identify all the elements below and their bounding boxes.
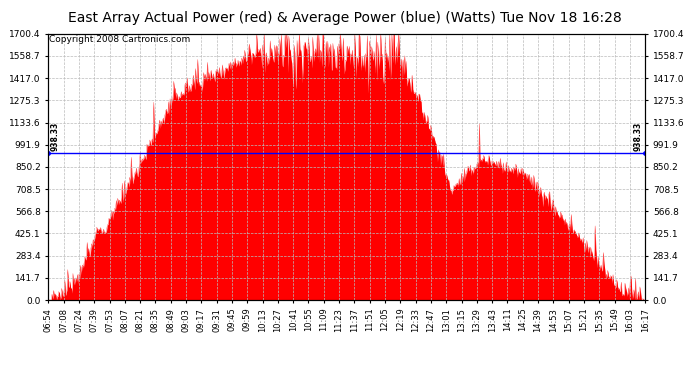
Text: 938.33: 938.33 (50, 122, 59, 151)
Text: East Array Actual Power (red) & Average Power (blue) (Watts) Tue Nov 18 16:28: East Array Actual Power (red) & Average … (68, 11, 622, 25)
Text: 938.33: 938.33 (634, 122, 643, 151)
Text: Copyright 2008 Cartronics.com: Copyright 2008 Cartronics.com (50, 35, 190, 44)
